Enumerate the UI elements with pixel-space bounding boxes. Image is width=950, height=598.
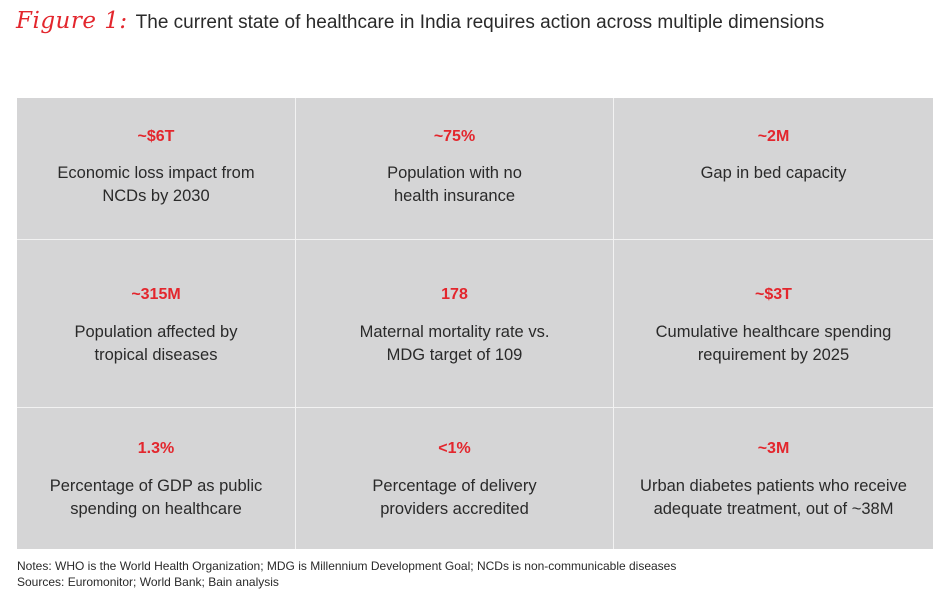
stat-cell-economic-loss: ~$6T Economic loss impact from NCDs by 2… [17,98,295,239]
stat-cell-providers-accredited: <1% Percentage of delivery providers acc… [295,407,613,549]
figure-title: The current state of healthcare in India… [135,12,825,33]
sources-line: Sources: Euromonitor; World Bank; Bain a… [17,575,279,589]
stat-description: Population with no health insurance [296,162,613,208]
figure-label: Figure 1: [16,8,128,34]
stat-description: Cumulative healthcare spending requireme… [614,321,933,367]
stat-description-line: Population affected by [74,323,238,341]
stat-description: Percentage of GDP as public spending on … [17,475,295,521]
stat-description-line: providers accredited [380,500,529,518]
stat-cell-bed-capacity: ~2M Gap in bed capacity [613,98,933,239]
stat-value: ~$6T [137,128,175,145]
stat-description-line: requirement by 2025 [697,346,850,364]
stat-value: ~315M [131,286,181,303]
stat-description: Population affected by tropical diseases [17,321,295,367]
stat-value: ~$3T [755,286,792,303]
stats-grid: ~$6T Economic loss impact from NCDs by 2… [17,98,933,549]
stat-description-line: Maternal mortality rate vs. [359,323,550,341]
stat-description-line: Urban diabetes patients who receive [640,477,907,495]
stat-description-line: Economic loss impact from [57,164,255,182]
stat-cell-diabetes-treatment: ~3M Urban diabetes patients who receive … [613,407,933,549]
stat-description-line: tropical diseases [94,346,218,364]
figure-notes: Notes: WHO is the World Health Organizat… [17,558,676,590]
stat-description-line: Gap in bed capacity [700,164,847,182]
stat-description-line: Population with no [387,164,522,182]
stat-description: Percentage of delivery providers accredi… [296,475,613,521]
stat-description: Gap in bed capacity [614,162,933,185]
stat-description: Maternal mortality rate vs. MDG target o… [296,321,613,367]
stat-description-line: adequate treatment, out of ~38M [653,500,894,518]
stat-description: Urban diabetes patients who receive adeq… [614,475,933,521]
stat-description-line: spending on healthcare [70,500,242,518]
stat-value: ~75% [433,128,476,145]
notes-line: Notes: WHO is the World Health Organizat… [17,559,677,573]
stat-description-line: Percentage of GDP as public [49,477,263,495]
stat-description-line: Cumulative healthcare spending [655,323,892,341]
stat-value: 178 [441,286,468,303]
stat-value: ~2M [757,128,790,145]
stat-cell-healthcare-spending: ~$3T Cumulative healthcare spending requ… [613,239,933,407]
stat-value: ~3M [757,440,790,457]
stat-description: Economic loss impact from NCDs by 2030 [17,162,295,208]
stat-description-line: MDG target of 109 [386,346,523,364]
stat-value: <1% [438,440,471,457]
stat-cell-maternal-mortality: 178 Maternal mortality rate vs. MDG targ… [295,239,613,407]
stat-description-line: Percentage of delivery [372,477,537,495]
stat-description-line: NCDs by 2030 [102,187,210,205]
stat-cell-gdp-public-spending: 1.3% Percentage of GDP as public spendin… [17,407,295,549]
stat-value: 1.3% [137,440,175,457]
stat-cell-health-insurance: ~75% Population with no health insurance [295,98,613,239]
figure-header: Figure 1: The current state of healthcar… [16,8,824,42]
stat-description-line: health insurance [393,187,516,205]
stat-cell-tropical-diseases: ~315M Population affected by tropical di… [17,239,295,407]
